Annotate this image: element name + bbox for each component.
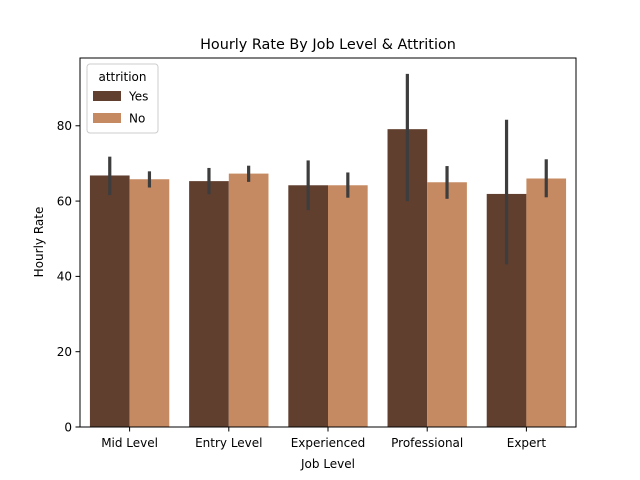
legend: attrition Yes No xyxy=(86,63,159,134)
y-tick-label: 60 xyxy=(57,194,72,208)
legend-label-no: No xyxy=(129,112,145,126)
bar-yes-experienced xyxy=(288,185,328,427)
bar-no-experienced xyxy=(328,185,368,427)
bar-no-mid-level xyxy=(129,179,170,427)
legend-swatch-no xyxy=(93,113,121,123)
y-tick-label: 80 xyxy=(57,119,72,133)
y-tick-label: 0 xyxy=(64,420,72,434)
x-tick-label: Expert xyxy=(507,436,547,450)
bar-no-expert xyxy=(526,178,567,427)
chart-title: Hourly Rate By Job Level & Attrition xyxy=(200,37,456,53)
x-tick-label: Experienced xyxy=(291,436,366,450)
plot-area xyxy=(89,73,567,427)
bar-yes-entry-level xyxy=(189,181,229,427)
x-axis-label: Job Level xyxy=(300,457,355,471)
x-tick-label: Professional xyxy=(391,436,463,450)
legend-label-yes: Yes xyxy=(128,90,148,104)
bar-no-professional xyxy=(427,182,467,427)
y-tick-label: 20 xyxy=(57,345,72,359)
legend-title: attrition xyxy=(98,70,146,84)
x-tick-label: Mid Level xyxy=(101,436,158,450)
y-axis-label: Hourly Rate xyxy=(32,207,46,278)
bar-yes-mid-level xyxy=(89,175,130,427)
y-tick-label: 40 xyxy=(57,270,72,284)
x-tick-label: Entry Level xyxy=(195,436,262,450)
legend-swatch-yes xyxy=(93,91,121,101)
bar-no-entry-level xyxy=(228,173,269,427)
axes: 0 20 40 60 80 Mid Level Entry Level Experienced… xyxy=(57,57,577,450)
